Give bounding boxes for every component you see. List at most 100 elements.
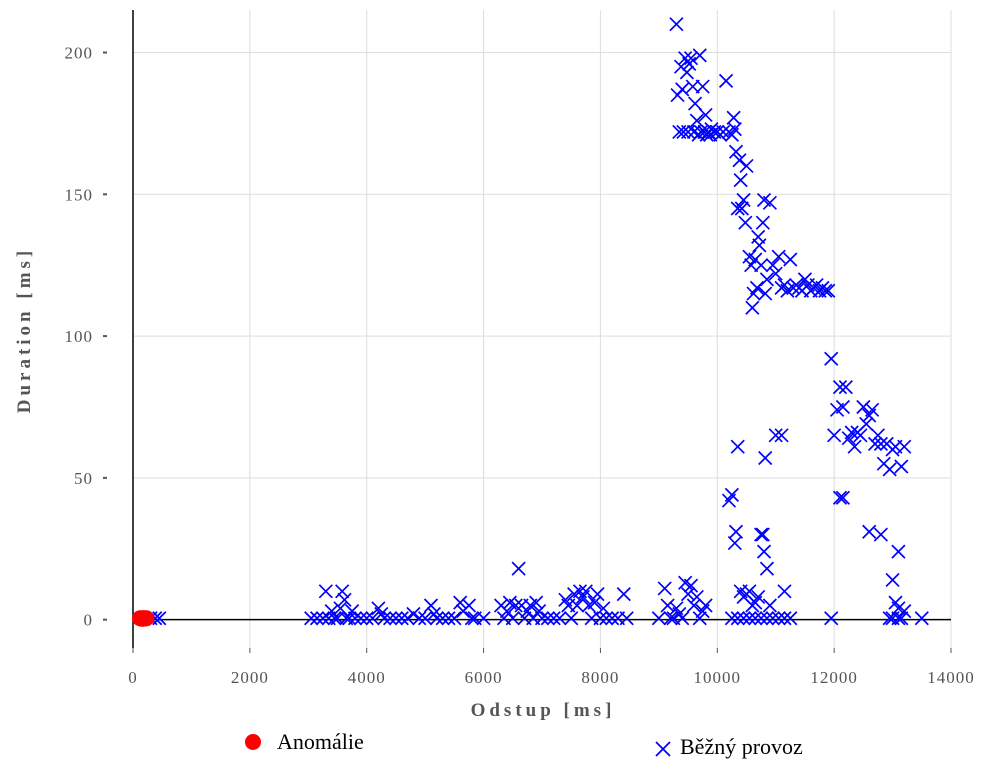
point-normal-stroke <box>324 604 339 619</box>
point-normal-stroke <box>599 611 614 626</box>
point-normal <box>751 589 766 605</box>
point-normal-stroke <box>675 611 690 626</box>
point-normal-stroke <box>464 611 479 626</box>
point-normal-stroke <box>657 581 672 596</box>
point-normal-stroke <box>511 561 526 576</box>
point-normal <box>685 79 700 94</box>
y-tick-label: 200 <box>65 44 94 63</box>
point-normal-stroke <box>698 598 713 613</box>
point-normal-stroke <box>680 587 696 602</box>
point-normal-stroke <box>832 490 848 505</box>
point-anomaly <box>137 610 154 627</box>
point-normal <box>327 611 342 626</box>
point-normal-stroke <box>698 107 713 123</box>
point-normal-stroke <box>726 110 741 125</box>
point-normal-stroke <box>897 604 912 619</box>
point-normal <box>865 402 880 417</box>
point-normal <box>692 611 707 626</box>
point-normal <box>891 544 906 559</box>
point-normal <box>765 611 780 626</box>
point-normal <box>337 592 352 607</box>
point-normal <box>324 604 339 619</box>
point-normal <box>818 283 833 298</box>
point-normal-stroke <box>377 611 392 626</box>
point-normal <box>777 611 792 626</box>
point-normal <box>318 584 333 599</box>
point-normal-stroke <box>394 611 409 626</box>
point-normal-stroke <box>342 611 357 626</box>
point-normal <box>728 144 744 159</box>
point-normal <box>587 595 602 610</box>
point-normal <box>657 581 672 596</box>
point-normal <box>435 611 450 626</box>
point-normal-stroke <box>616 587 631 602</box>
point-normal <box>499 604 515 619</box>
point-normal-stroke <box>885 572 900 588</box>
point-normal <box>768 266 783 281</box>
point-normal <box>726 110 741 125</box>
point-normal-stroke <box>692 611 707 626</box>
point-normal-stroke <box>891 611 906 626</box>
point-normal <box>676 124 691 140</box>
point-normal <box>605 611 620 626</box>
point-normal-stroke <box>152 611 167 626</box>
point-normal-stroke <box>327 611 342 626</box>
point-normal <box>862 524 877 539</box>
legend: Anomálie Běžný provoz <box>245 729 803 759</box>
point-normal-stroke <box>755 527 770 542</box>
point-normal <box>692 48 707 63</box>
point-normal-stroke <box>891 544 906 559</box>
point-normal-stroke <box>365 611 380 626</box>
point-normal <box>771 249 786 264</box>
point-normal <box>683 578 699 593</box>
point-normal-stroke <box>423 598 439 613</box>
point-normal-stroke <box>759 272 775 287</box>
point-normal <box>824 611 839 626</box>
point-normal <box>758 450 773 466</box>
point-normal-stroke <box>552 611 567 626</box>
point-normal <box>724 487 739 502</box>
point-normal <box>755 527 770 542</box>
point-normal-stroke <box>345 604 360 619</box>
point-normal-stroke <box>783 252 798 267</box>
point-normal-stroke <box>882 462 897 477</box>
point-normal-stroke <box>476 611 491 626</box>
point-normal-stroke <box>676 124 691 140</box>
point-normal <box>777 584 792 599</box>
point-normal <box>423 598 439 613</box>
point-normal <box>365 611 380 626</box>
point-normal <box>546 611 561 626</box>
y-tick-label: 100 <box>65 327 94 346</box>
point-normal <box>511 561 526 576</box>
point-normal-stroke <box>748 611 763 626</box>
point-normal-stroke <box>335 584 350 599</box>
legend-normal-label: Běžný provoz <box>680 734 803 759</box>
x-tick-label: 6000 <box>465 668 503 687</box>
legend-anomaly-label: Anomálie <box>277 729 364 754</box>
point-normal-stroke <box>783 611 798 626</box>
point-normal-stroke <box>736 611 751 626</box>
point-normal <box>873 527 888 542</box>
point-normal-stroke <box>672 606 687 622</box>
point-normal-stroke <box>736 192 751 208</box>
point-normal <box>847 439 862 454</box>
x-tick-label: 0 <box>128 668 138 687</box>
point-normal-stroke <box>824 351 839 366</box>
point-normal-stroke <box>777 584 792 599</box>
point-normal <box>783 252 798 267</box>
point-normal-stroke <box>529 595 544 610</box>
point-normal <box>534 611 550 626</box>
point-normal-stroke <box>683 578 699 593</box>
point-normal-stroke <box>596 601 611 616</box>
point-normal-stroke <box>406 606 421 622</box>
point-normal-stroke <box>873 527 888 542</box>
point-normal-stroke <box>669 17 684 32</box>
point-normal <box>578 584 593 599</box>
point-normal <box>426 606 442 622</box>
tick-labels: 0 2000 4000 6000 8000 10000 12000 14000 0 50 100 15… <box>65 44 974 687</box>
point-normal-stroke <box>768 428 783 443</box>
point-normal <box>853 428 868 443</box>
point-normal <box>388 611 404 626</box>
point-normal <box>453 595 468 610</box>
